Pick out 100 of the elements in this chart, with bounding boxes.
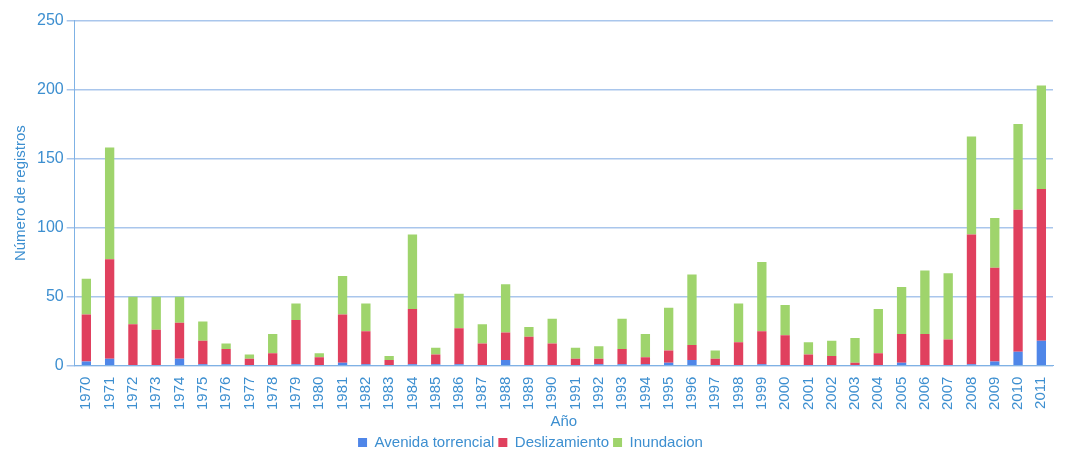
bar: [244, 354, 255, 359]
y-tick-label: 200: [36, 80, 64, 98]
bar: [454, 328, 464, 365]
x-tick-label: 2010: [1008, 376, 1026, 411]
bar: [500, 284, 511, 333]
bar: [291, 303, 301, 321]
x-tick-label: 2004: [868, 376, 886, 411]
x-tick-label: 1974: [169, 376, 187, 411]
x-tick-label: 1999: [751, 376, 769, 411]
bar: [104, 147, 115, 260]
bar: [407, 234, 418, 310]
bar: [943, 273, 953, 340]
bar: [221, 343, 231, 350]
y-tick-label: 250: [36, 11, 64, 29]
bar: [477, 343, 487, 365]
bar: [128, 296, 138, 325]
x-tick-label: 2001: [798, 376, 816, 411]
bar: [803, 342, 814, 355]
x-tick-label: 1978: [262, 376, 280, 411]
bar: [780, 335, 790, 365]
legend-label: Inundacion: [629, 432, 703, 450]
bar: [547, 343, 557, 365]
bar: [337, 275, 348, 315]
x-tick-label: 2011: [1031, 376, 1049, 409]
bar: [687, 274, 697, 345]
bar: [81, 278, 91, 315]
bar: [174, 296, 185, 323]
bar: [850, 338, 860, 363]
bar: [687, 360, 697, 365]
x-tick-label: 2008: [961, 376, 979, 411]
bar: [104, 259, 115, 359]
y-tick-label: 100: [36, 218, 64, 236]
bar: [757, 262, 767, 332]
y-tick-label: 0: [54, 356, 64, 374]
bar: [500, 360, 511, 365]
bar: [966, 136, 977, 235]
bar: [780, 304, 790, 336]
x-tick-label: 1979: [286, 376, 304, 411]
bar: [361, 331, 371, 365]
bar: [174, 358, 185, 365]
x-tick-label: 1998: [728, 376, 746, 411]
bar: [151, 296, 161, 330]
bar: [454, 293, 464, 329]
bar: [174, 322, 185, 359]
x-tick-label: 1977: [239, 376, 257, 411]
bar: [594, 346, 604, 359]
bar: [268, 333, 278, 354]
x-tick-label: 1994: [635, 376, 653, 411]
bar: [896, 362, 907, 365]
bar: [431, 347, 441, 355]
x-tick-label: 2003: [845, 376, 863, 411]
bar: [873, 309, 883, 354]
x-tick-label: 1986: [449, 376, 467, 411]
x-tick-label: 1985: [425, 376, 443, 411]
legend-label: Avenida torrencial: [374, 432, 495, 450]
x-tick-label: 1972: [123, 376, 141, 411]
bar: [244, 358, 255, 365]
bar: [1013, 124, 1023, 210]
bar: [1013, 351, 1023, 365]
bar: [384, 360, 394, 365]
bar: [198, 321, 208, 341]
x-tick-label: 1997: [705, 376, 723, 411]
x-tick-label: 1988: [495, 376, 513, 411]
bar: [827, 355, 837, 365]
bar: [733, 303, 744, 343]
bar: [198, 340, 208, 365]
x-tick-label: 2000: [775, 376, 793, 411]
x-tick-label: 2005: [891, 376, 909, 411]
bar: [291, 320, 301, 365]
bar: [850, 362, 860, 365]
bar: [664, 362, 674, 365]
x-tick-label: 1970: [76, 376, 94, 411]
bar: [594, 358, 604, 365]
x-tick-label: 1996: [682, 376, 700, 411]
x-tick-label: 1976: [216, 376, 234, 411]
legend-label: Deslizamiento: [514, 432, 610, 450]
y-tick-label: 150: [36, 149, 64, 167]
x-tick-label: 2009: [984, 376, 1002, 411]
bar: [547, 318, 557, 344]
bar: [477, 324, 487, 344]
bar: [431, 354, 441, 365]
x-tick-label: 1990: [542, 376, 560, 411]
bar: [664, 307, 674, 351]
bar: [640, 333, 651, 358]
bar: [524, 326, 534, 337]
x-tick-label: 2007: [938, 376, 956, 411]
bar: [617, 318, 627, 350]
bar: [570, 358, 581, 365]
x-tick-label: 1995: [658, 376, 676, 411]
bar: [221, 349, 231, 365]
bar: [990, 361, 1000, 365]
x-tick-label: 1987: [472, 376, 490, 411]
x-tick-label: 1989: [519, 376, 537, 411]
bar: [990, 267, 1000, 362]
x-tick-label: 1975: [192, 376, 210, 411]
bar: [337, 314, 348, 363]
x-tick-label: 1971: [99, 376, 117, 411]
bar: [1036, 188, 1047, 341]
x-tick-label: 1981: [332, 376, 350, 411]
bar: [384, 355, 394, 361]
